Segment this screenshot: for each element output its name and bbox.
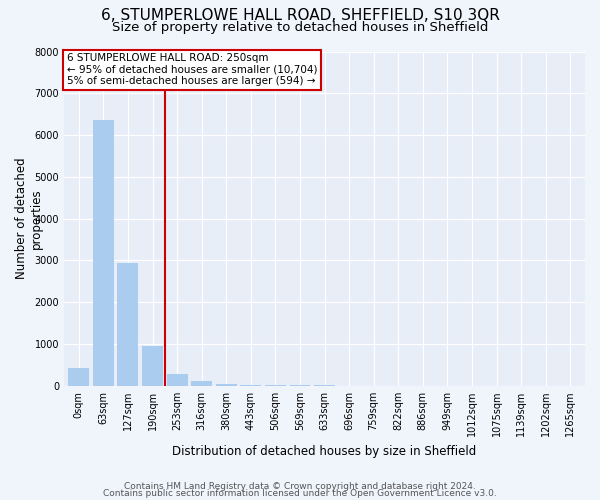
Text: 6, STUMPERLOWE HALL ROAD, SHEFFIELD, S10 3QR: 6, STUMPERLOWE HALL ROAD, SHEFFIELD, S10… [101,8,499,22]
Bar [216,384,236,386]
Bar [167,374,188,386]
Y-axis label: Number of detached
properties: Number of detached properties [15,158,43,280]
Bar [191,381,212,386]
Bar [93,120,114,386]
Text: 6 STUMPERLOWE HALL ROAD: 250sqm
← 95% of detached houses are smaller (10,704)
5%: 6 STUMPERLOWE HALL ROAD: 250sqm ← 95% of… [67,53,317,86]
Bar [241,384,261,386]
Bar [118,263,139,386]
X-axis label: Distribution of detached houses by size in Sheffield: Distribution of detached houses by size … [172,444,476,458]
Bar [142,346,163,386]
Bar [68,368,89,386]
Text: Contains public sector information licensed under the Open Government Licence v3: Contains public sector information licen… [103,489,497,498]
Text: Size of property relative to detached houses in Sheffield: Size of property relative to detached ho… [112,21,488,34]
Text: Contains HM Land Registry data © Crown copyright and database right 2024.: Contains HM Land Registry data © Crown c… [124,482,476,491]
Bar [265,385,286,386]
